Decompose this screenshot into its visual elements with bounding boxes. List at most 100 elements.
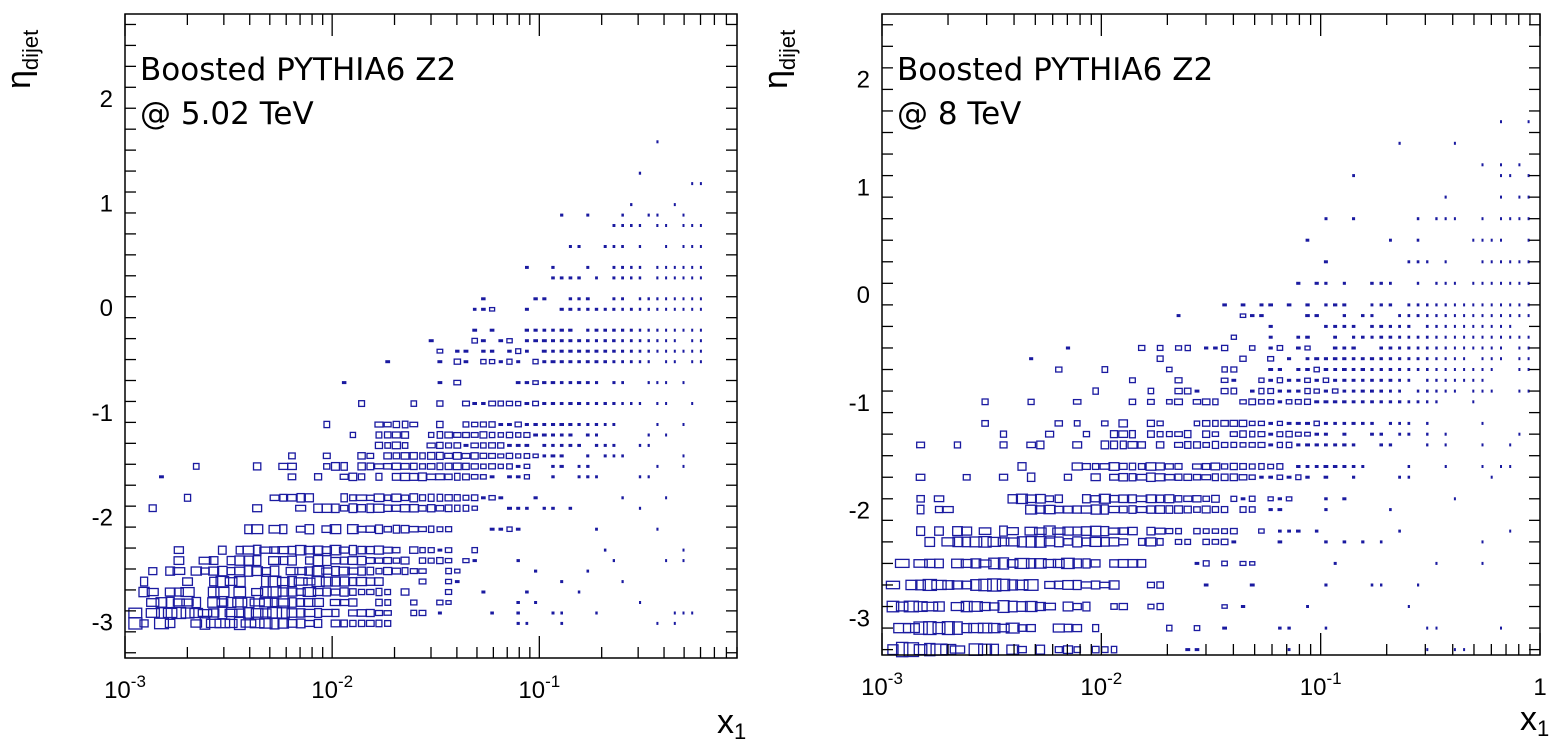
data-box [665,433,668,437]
data-box [454,504,461,513]
data-box [445,600,452,605]
data-box [551,464,555,468]
data-box [647,475,650,479]
data-box [1092,387,1099,395]
data-box [260,608,272,618]
data-box [1352,217,1356,221]
data-box [978,527,992,536]
data-box [638,297,642,301]
data-box [603,328,607,332]
data-box [383,452,393,460]
data-box [523,452,531,459]
data-box [895,601,909,612]
data-box [1072,398,1082,405]
data-box [481,590,486,594]
data-box [979,601,991,612]
data-box [1324,443,1328,447]
data-box [942,505,954,514]
data-box [1453,281,1456,285]
data-box [303,577,316,586]
data-box [568,381,573,385]
data-box [242,545,255,555]
data-box [1276,420,1284,427]
data-box [1444,389,1447,393]
data-box [523,463,531,470]
data-box [1202,528,1210,535]
data-box [1081,537,1092,547]
data-box [673,360,676,364]
data-box [356,609,367,617]
data-box [1268,443,1274,447]
data-box [1248,441,1256,448]
data-box [1296,378,1301,382]
data-box [1240,303,1246,307]
data-box [1174,345,1183,351]
data-box [1398,357,1402,361]
data-box [1239,462,1247,470]
data-box [1331,388,1339,394]
data-box [551,349,555,353]
data-box [365,525,376,533]
data-box [269,597,280,608]
data-box [915,473,926,481]
data-box [1444,195,1447,199]
data-box [612,297,616,301]
data-box [1389,508,1392,512]
data-box [1435,357,1438,361]
data-box [1212,398,1219,406]
data-box [1314,400,1320,404]
data-box [1194,389,1200,393]
data-box [357,462,366,471]
data-box [1080,581,1093,589]
data-box [436,556,444,565]
data-box [1165,398,1173,405]
data-box [533,297,538,301]
data-box [1128,473,1137,482]
data-box [621,297,624,301]
data-box [1416,400,1420,404]
data-box [295,608,306,618]
data-box [1072,505,1082,514]
data-box [373,463,385,470]
data-box [1324,281,1328,285]
data-box [961,526,973,536]
data-box [1490,335,1493,339]
data-box [577,590,581,594]
data-box [1435,378,1438,382]
data-box [479,431,488,439]
data-box [942,580,955,590]
data-box [534,569,538,573]
data-box [1342,281,1346,285]
data-box [673,307,676,311]
data-box [1425,324,1429,328]
data-box [418,557,427,564]
data-box [1145,494,1157,504]
data-box [1081,494,1091,504]
data-box [1118,538,1129,546]
data-box [1305,357,1310,361]
data-box [506,526,513,533]
data-box [357,566,367,576]
data-box [382,546,393,554]
data-box [172,598,185,607]
data-box [595,276,598,280]
data-box [699,224,702,227]
data-box [1202,560,1210,567]
data-box [977,622,993,634]
data-box [1110,603,1118,610]
data-box [418,578,427,585]
data-box [461,473,470,481]
data-box [1527,314,1530,318]
data-box [1026,623,1036,633]
data-box [426,473,437,481]
data-box [1416,368,1420,371]
y-axis-title: ηdijet [0,30,43,89]
data-box [551,328,555,332]
data-box [444,442,453,449]
data-box [348,472,358,482]
data-box [1463,378,1466,382]
data-box [1257,431,1266,438]
data-box [159,475,164,479]
data-box [647,360,650,364]
